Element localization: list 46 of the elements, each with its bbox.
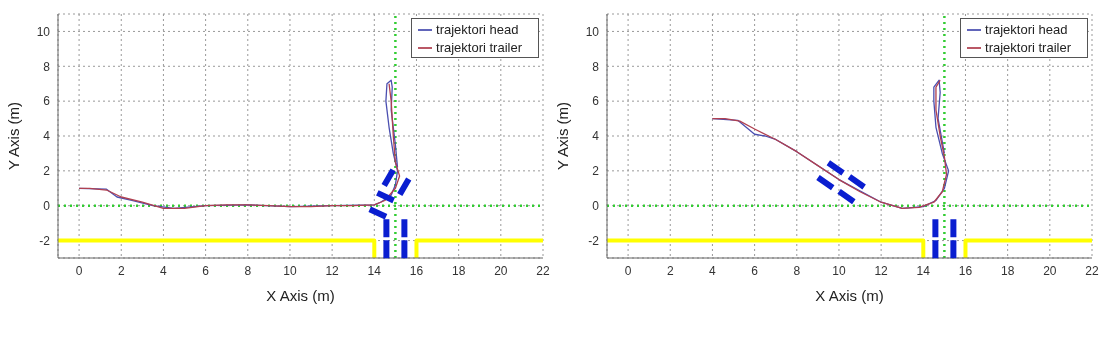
y-tick-label: 10 [36,24,51,39]
x-tick-label: 12 [874,263,889,278]
x-tick-label: 16 [958,263,973,278]
x-tick-label: 2 [117,263,125,278]
x-tick-label: 12 [325,263,340,278]
x-tick-label: 6 [202,263,210,278]
x-tick-label: 22 [536,263,550,278]
x-tick-label: 14 [367,263,382,278]
y-tick-label: 2 [592,164,600,179]
y-tick-label: 4 [43,129,51,144]
legend-label: trajektori head [985,22,1068,37]
y-tick-label: 0 [592,198,600,213]
legend-label: trajektori trailer [436,40,522,55]
y-axis-title: Y Axis (m) [5,101,23,171]
x-tick-label: 4 [160,263,168,278]
y-tick-label: 6 [592,94,600,109]
y-tick-label: 10 [585,24,600,39]
y-tick-label: 6 [43,94,51,109]
y-axis-title: Y Axis (m) [554,101,572,171]
legend-label: trajektori trailer [985,40,1071,55]
x-tick-label: 18 [451,263,466,278]
x-tick-label: 10 [283,263,297,278]
x-tick-label: 0 [624,263,632,278]
x-tick-label: 8 [793,263,801,278]
x-tick-label: 18 [1000,263,1015,278]
y-tick-label: -2 [39,233,51,248]
y-tick-label: 0 [43,198,51,213]
x-tick-label: 14 [916,263,931,278]
y-tick-label: 2 [43,164,51,179]
x-axis-title: X Axis (m) [266,287,335,304]
legend-label: trajektori head [436,22,519,37]
x-tick-label: 20 [494,263,508,278]
y-tick-label: -2 [588,233,600,248]
x-tick-label: 6 [751,263,759,278]
y-tick-label: 8 [592,59,600,74]
x-tick-label: 10 [832,263,846,278]
x-tick-label: 0 [75,263,83,278]
x-tick-label: 22 [1085,263,1099,278]
y-tick-label: 4 [592,129,600,144]
x-tick-label: 2 [666,263,674,278]
x-axis-title: X Axis (m) [815,287,884,304]
x-tick-label: 16 [409,263,424,278]
x-tick-label: 4 [709,263,717,278]
y-tick-label: 8 [43,59,51,74]
x-tick-label: 8 [244,263,252,278]
x-tick-label: 20 [1043,263,1057,278]
